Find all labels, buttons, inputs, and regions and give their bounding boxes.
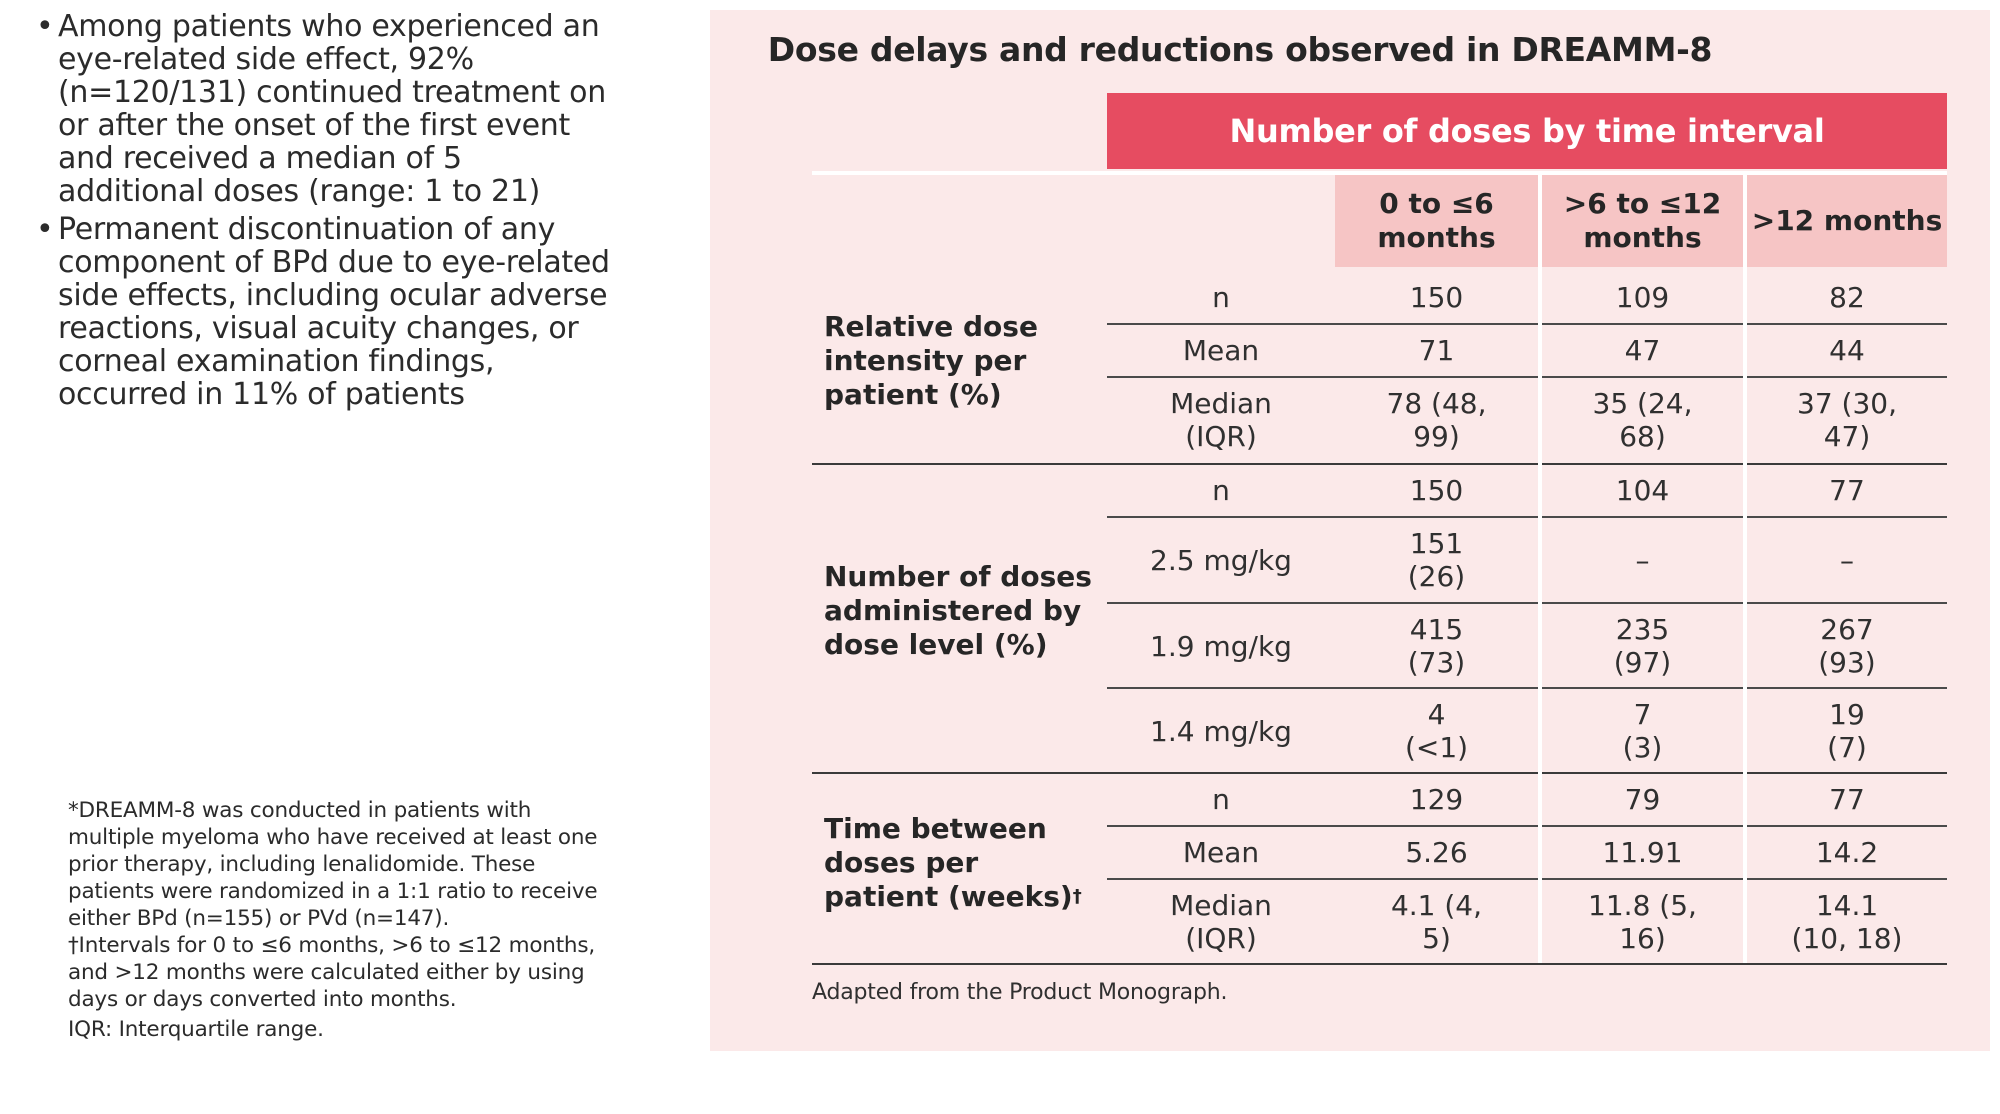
bullet-list: • Among patients who experienced an eye-… xyxy=(36,10,616,416)
group-divider xyxy=(812,772,1947,774)
table-cell: 109 xyxy=(1615,280,1670,314)
column-header-0-6: 0 to ≤6 months xyxy=(1335,175,1538,267)
row-label: Median (IQR) xyxy=(1170,387,1272,453)
table-cell: 14.1 (10, 18) xyxy=(1791,889,1903,955)
row-divider xyxy=(1107,602,1947,604)
table-cell: 35 (24, 68) xyxy=(1592,387,1693,453)
table-cell: 14.2 xyxy=(1815,836,1879,869)
column-header-6-12: >6 to ≤12 months xyxy=(1542,175,1743,267)
row-label: n xyxy=(1212,280,1230,314)
table-cell: 4 (<1) xyxy=(1404,698,1469,764)
header-divider xyxy=(812,171,1947,175)
footnote-study: *DREAMM-8 was conducted in patients with… xyxy=(68,798,598,931)
table-cell: 150 xyxy=(1409,473,1464,507)
bullet-item: • Permanent discontinuation of any compo… xyxy=(36,213,616,411)
footnote-iqr: IQR: Interquartile range. xyxy=(68,1017,324,1042)
row-label: n xyxy=(1212,782,1230,816)
table-cell: 5.26 xyxy=(1405,836,1468,869)
bullet-item: • Among patients who experienced an eye-… xyxy=(36,10,616,208)
table-cell: 79 xyxy=(1624,782,1661,816)
row-divider xyxy=(1107,687,1947,689)
row-divider xyxy=(1107,323,1947,325)
table-cell: 150 xyxy=(1409,280,1464,314)
table-cell: 44 xyxy=(1829,334,1865,367)
table-cell: 151 (26) xyxy=(1407,527,1466,593)
table-cell: 47 xyxy=(1624,334,1661,367)
table-cell: 7 (3) xyxy=(1622,698,1663,764)
table-cell: 37 (30, 47) xyxy=(1797,387,1897,453)
group-label-dose-intensity: Relative dose intensity per patient (%) xyxy=(824,309,1038,411)
footnote-intervals: †Intervals for 0 to ≤6 months, >6 to ≤12… xyxy=(68,933,595,1012)
bullet-marker: • xyxy=(36,9,54,44)
group-label-doses-by-level: Number of doses administered by dose lev… xyxy=(824,559,1092,661)
table-cell: 71 xyxy=(1418,334,1455,367)
table-cell: 415 (73) xyxy=(1407,613,1466,679)
table-cell: 78 (48, 99) xyxy=(1386,387,1487,453)
column-separator xyxy=(1743,175,1747,963)
bullet-text: Permanent discontinuation of any compone… xyxy=(58,212,610,412)
table-bottom-rule xyxy=(812,963,1947,965)
row-divider xyxy=(1107,516,1947,518)
row-label: 1.9 mg/kg xyxy=(1150,629,1292,663)
group-label-time-between-doses: Time between doses per patient (weeks)† xyxy=(824,807,1094,918)
table-cell: 129 xyxy=(1409,782,1464,816)
dagger-mark: † xyxy=(1072,885,1082,907)
column-header-12-plus: >12 months xyxy=(1747,175,1947,267)
row-label: Mean xyxy=(1182,334,1260,367)
footnotes: *DREAMM-8 was conducted in patients with… xyxy=(68,797,608,1043)
row-divider xyxy=(1107,825,1947,827)
table-cell: 77 xyxy=(1829,782,1865,816)
table-cell: 11.8 (5, 16) xyxy=(1588,889,1697,955)
table-cell: 82 xyxy=(1829,280,1865,314)
table-cell: 235 (97) xyxy=(1613,613,1672,679)
row-label: n xyxy=(1212,473,1230,507)
table-cell: 77 xyxy=(1829,473,1865,507)
table-panel: Dose delays and reductions observed in D… xyxy=(710,10,1990,1051)
column-separator xyxy=(1538,175,1542,963)
row-divider xyxy=(1107,376,1947,378)
group-label-text: Time between doses per patient (weeks) xyxy=(824,811,1073,913)
table-cell: 11.91 xyxy=(1602,836,1683,869)
source-note: Adapted from the Product Monograph. xyxy=(812,980,1228,1005)
row-label: Median (IQR) xyxy=(1170,889,1272,955)
bullet-text: Among patients who experienced an eye-re… xyxy=(58,9,606,209)
bullet-marker: • xyxy=(36,212,54,247)
row-label: Mean xyxy=(1182,836,1260,869)
table-cell: 104 xyxy=(1615,473,1670,507)
row-divider xyxy=(1107,878,1947,880)
row-label: 1.4 mg/kg xyxy=(1150,714,1292,748)
table-cell: 267 (93) xyxy=(1818,613,1876,679)
row-label: 2.5 mg/kg xyxy=(1150,543,1292,577)
table-cell: – xyxy=(1840,543,1854,577)
table-cell: – xyxy=(1635,543,1650,577)
table-header-bar: Number of doses by time interval xyxy=(1107,93,1947,169)
table-cell: 19 (7) xyxy=(1827,698,1867,764)
group-divider xyxy=(812,463,1947,465)
table-cell: 4.1 (4, 5) xyxy=(1390,889,1483,955)
table-title: Dose delays and reductions observed in D… xyxy=(767,30,1713,69)
